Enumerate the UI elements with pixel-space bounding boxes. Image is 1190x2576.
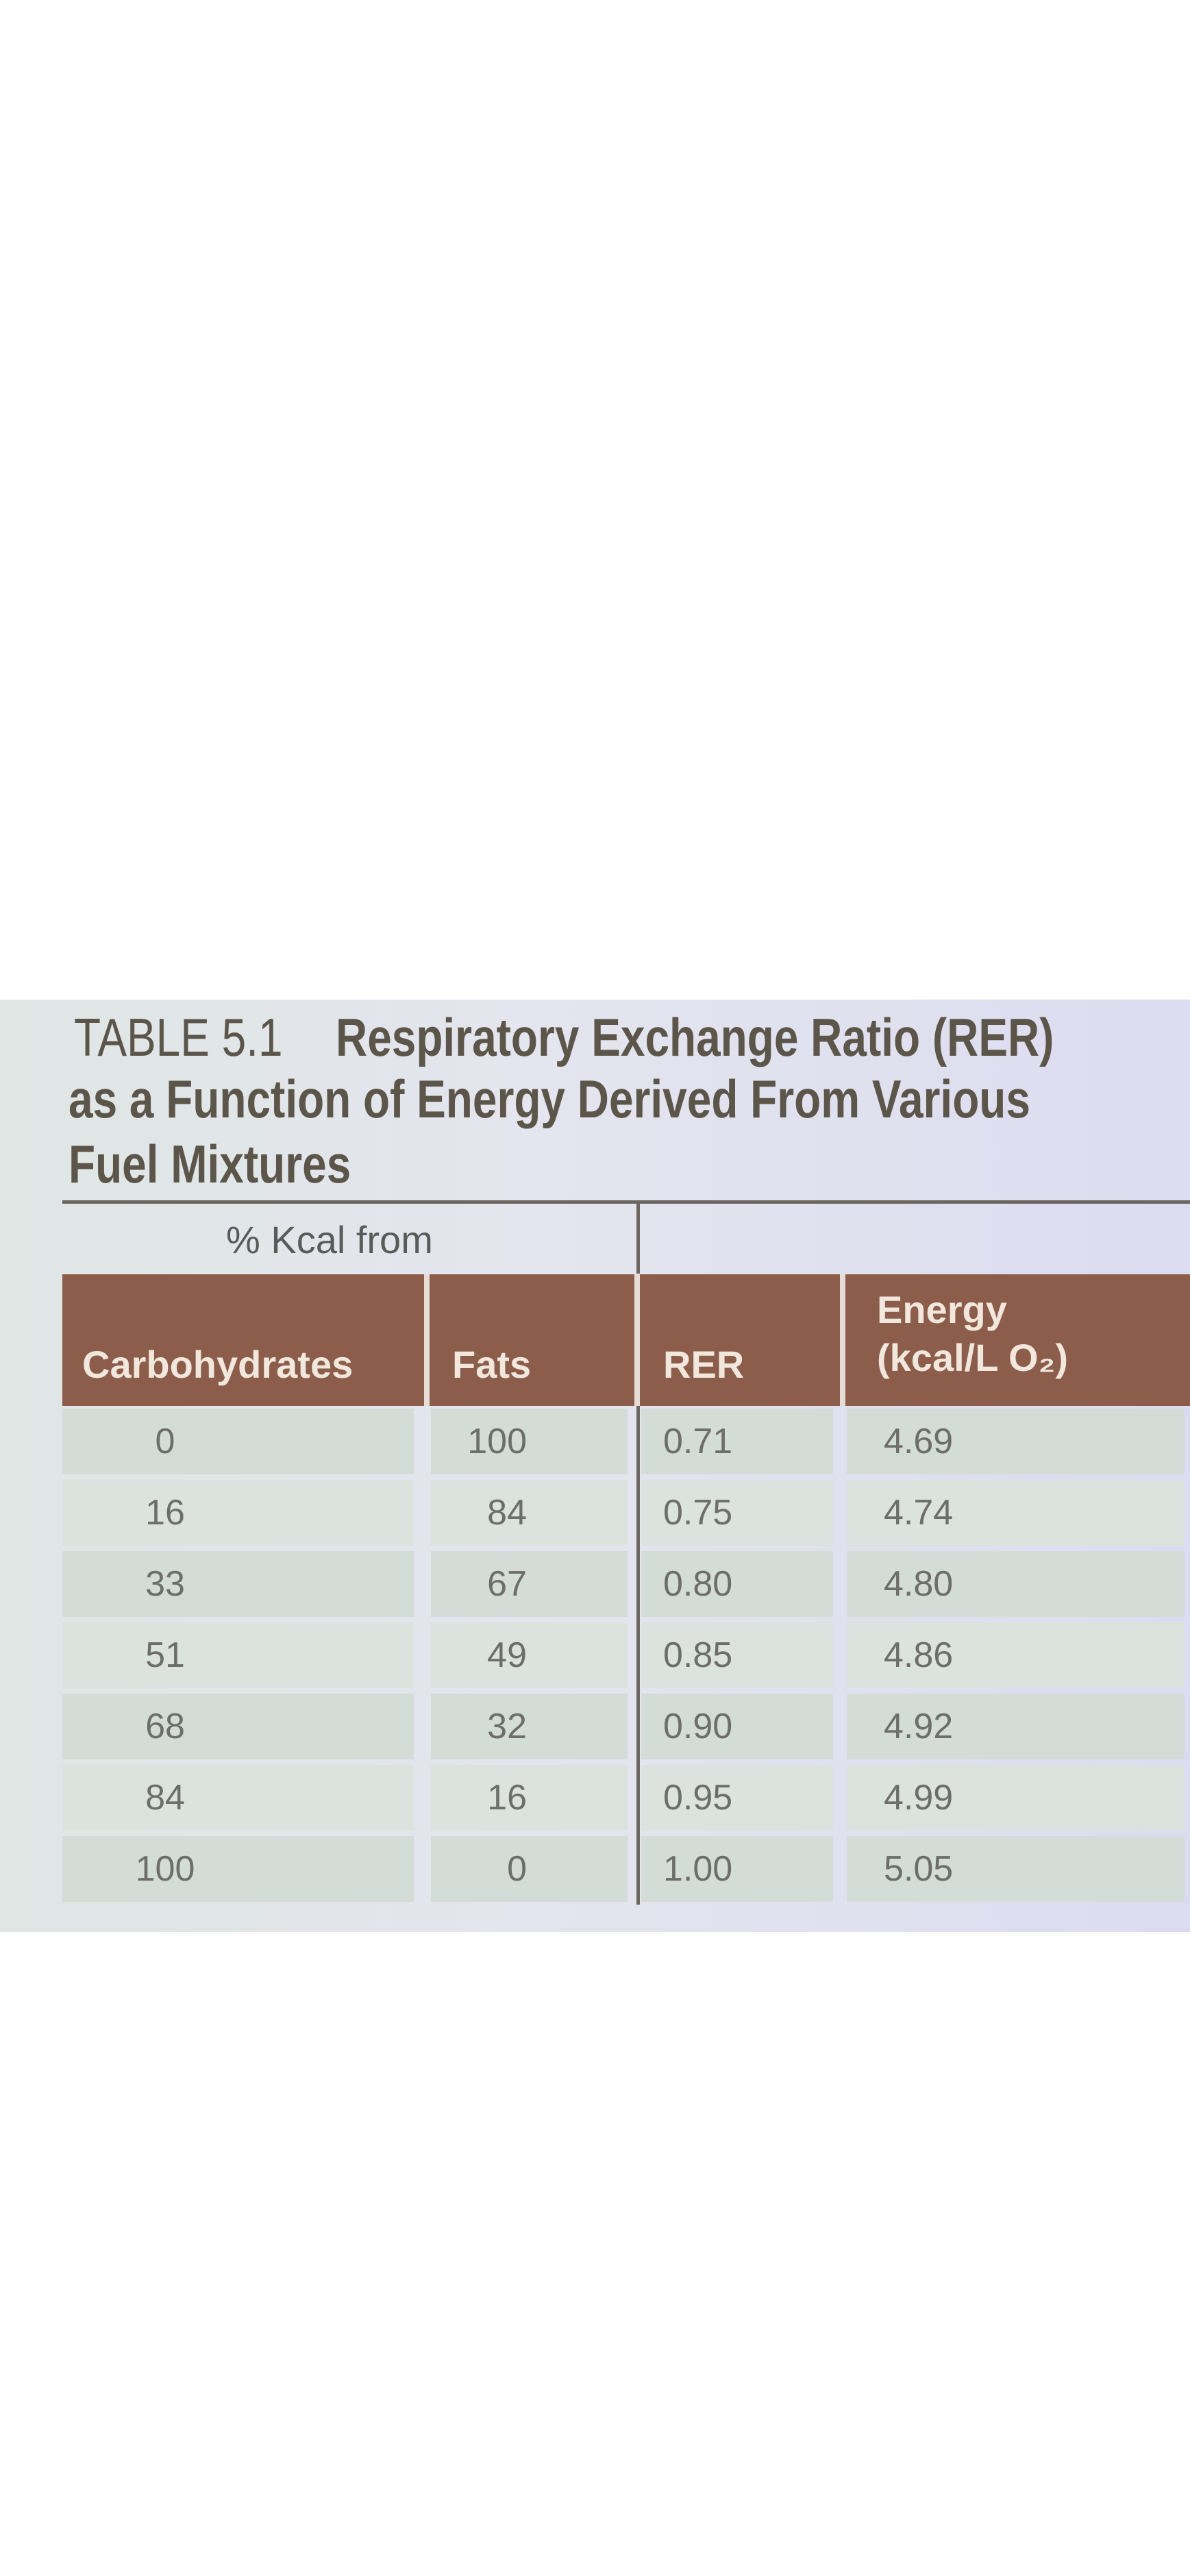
column-header: (kcal/L O₂) [877,1336,1069,1379]
table-cell: 49 [487,1635,527,1675]
table-cell: 4.74 [884,1493,954,1533]
row-bg [847,1694,1185,1759]
table-cell: 0.95 [663,1778,733,1818]
row-bg [847,1551,1185,1617]
table-cell: 67 [487,1564,527,1604]
row-bg [431,1836,628,1902]
row-bg [641,1551,833,1617]
header-row [62,1274,1190,1406]
table-cell: 4.99 [884,1778,954,1818]
table-cell: 4.92 [884,1707,954,1746]
table-cell: 0.75 [663,1493,733,1533]
row-bg [62,1765,414,1831]
row-bg [62,1836,414,1902]
table-cell: 84 [487,1493,527,1533]
table-cell: 0.85 [663,1635,733,1675]
title-line: as a Function of Energy Derived From Var… [69,1069,1030,1129]
row-bg [641,1480,833,1546]
row-bg [847,1622,1185,1688]
table-cell: 4.80 [884,1564,954,1604]
table-cell: 4.69 [884,1422,954,1461]
table-cell: 0.90 [663,1707,733,1746]
table-cell: 16 [145,1493,185,1533]
header-divider [840,1274,845,1406]
title-rule [62,1200,1190,1204]
table-cell: 100 [467,1422,527,1461]
row-bg [431,1765,628,1831]
row-bg [641,1765,833,1831]
header-divider [424,1274,430,1406]
column-header: Energy [877,1288,1007,1331]
table-label: TABLE 5.1 [74,1007,283,1067]
column-header: Fats [452,1343,532,1386]
row-bg [431,1480,628,1546]
table-cell: 0.80 [663,1564,733,1604]
column-header: RER [663,1343,745,1386]
table-cell: 84 [145,1778,185,1818]
row-bg [847,1765,1185,1831]
row-bg [62,1551,414,1617]
row-bg [847,1836,1185,1902]
title-line: Respiratory Exchange Ratio (RER) [336,1007,1054,1067]
divider [636,1204,640,1274]
table-cell: 32 [487,1707,527,1746]
table-cell: 16 [487,1778,527,1818]
group-header: % Kcal from [226,1218,433,1261]
table-cell: 4.86 [884,1635,954,1675]
row-bg [62,1409,414,1474]
row-bg [641,1836,833,1902]
table-photo: TABLE 5.1 Respiratory Exchange Ratio (RE… [0,1000,1190,1932]
row-bg [847,1409,1185,1474]
header-divider [634,1274,640,1406]
table-cell: 0 [155,1422,175,1461]
row-bg [641,1694,833,1759]
table-cell: 5.05 [884,1849,954,1889]
table-cell: 68 [145,1707,185,1746]
column-header: Carbohydrates [82,1343,354,1386]
row-bg [62,1694,414,1759]
row-bg [431,1694,628,1759]
table-cell: 1.00 [663,1849,733,1889]
table-cell: 0 [507,1849,527,1889]
row-bg [431,1551,628,1617]
table-cell: 100 [135,1849,195,1889]
table-cell: 33 [145,1564,185,1604]
title-line: Fuel Mixtures [69,1134,351,1194]
row-bg [641,1622,833,1688]
table-cell: 51 [145,1635,185,1675]
row-bg [431,1622,628,1688]
row-bg [62,1622,414,1688]
row-bg [641,1409,833,1474]
table-cell: 0.71 [663,1422,733,1461]
row-bg [847,1480,1185,1546]
row-bg [431,1409,628,1474]
row-bg [62,1480,414,1546]
rer-divider [636,1406,640,1905]
